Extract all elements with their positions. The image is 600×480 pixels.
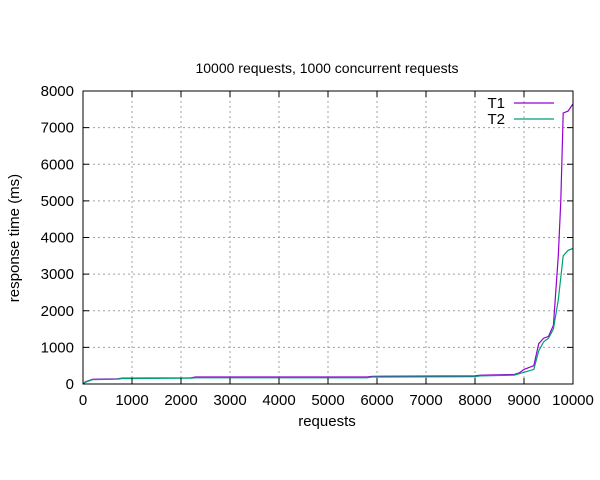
y-tick-label: 7000 bbox=[41, 120, 74, 137]
x-tick-label: 3000 bbox=[213, 392, 246, 409]
x-tick-label: 7000 bbox=[409, 392, 442, 409]
x-tick-labels: 0 1000 2000 3000 4000 5000 6000 7000 8000 9000 100… bbox=[79, 392, 594, 409]
y-tick-label: 2000 bbox=[41, 303, 74, 320]
x-tick-label: 0 bbox=[79, 392, 87, 409]
x-tick-label: 5000 bbox=[311, 392, 344, 409]
legend-label-t2: T2 bbox=[487, 111, 505, 128]
y-tick-label: 6000 bbox=[41, 156, 74, 173]
y-tick-label: 0 bbox=[66, 376, 74, 393]
x-tick-label: 9000 bbox=[507, 392, 540, 409]
y-tick-labels: 0 1000 2000 3000 4000 5000 6000 7000 8000 bbox=[41, 83, 74, 393]
ticks bbox=[82, 90, 574, 385]
y-tick-label: 1000 bbox=[41, 339, 74, 356]
y-tick-label: 5000 bbox=[41, 193, 74, 210]
x-tick-label: 1000 bbox=[115, 392, 148, 409]
grid bbox=[83, 91, 573, 384]
chart-title: 10000 requests, 1000 concurrent requests bbox=[195, 60, 458, 76]
legend-label-t1: T1 bbox=[487, 95, 505, 112]
x-tick-label: 4000 bbox=[262, 392, 295, 409]
x-tick-label: 6000 bbox=[360, 392, 393, 409]
y-tick-label: 4000 bbox=[41, 230, 74, 247]
x-tick-label: 10000 bbox=[552, 392, 594, 409]
y-tick-label: 8000 bbox=[41, 83, 74, 100]
x-tick-label: 8000 bbox=[458, 392, 491, 409]
y-tick-label: 3000 bbox=[41, 266, 74, 283]
x-axis-label: requests bbox=[298, 413, 356, 430]
x-tick-label: 2000 bbox=[164, 392, 197, 409]
series-layer bbox=[82, 103, 574, 385]
series-line-t2 bbox=[82, 247, 574, 385]
y-axis-label: response time (ms) bbox=[6, 174, 23, 302]
